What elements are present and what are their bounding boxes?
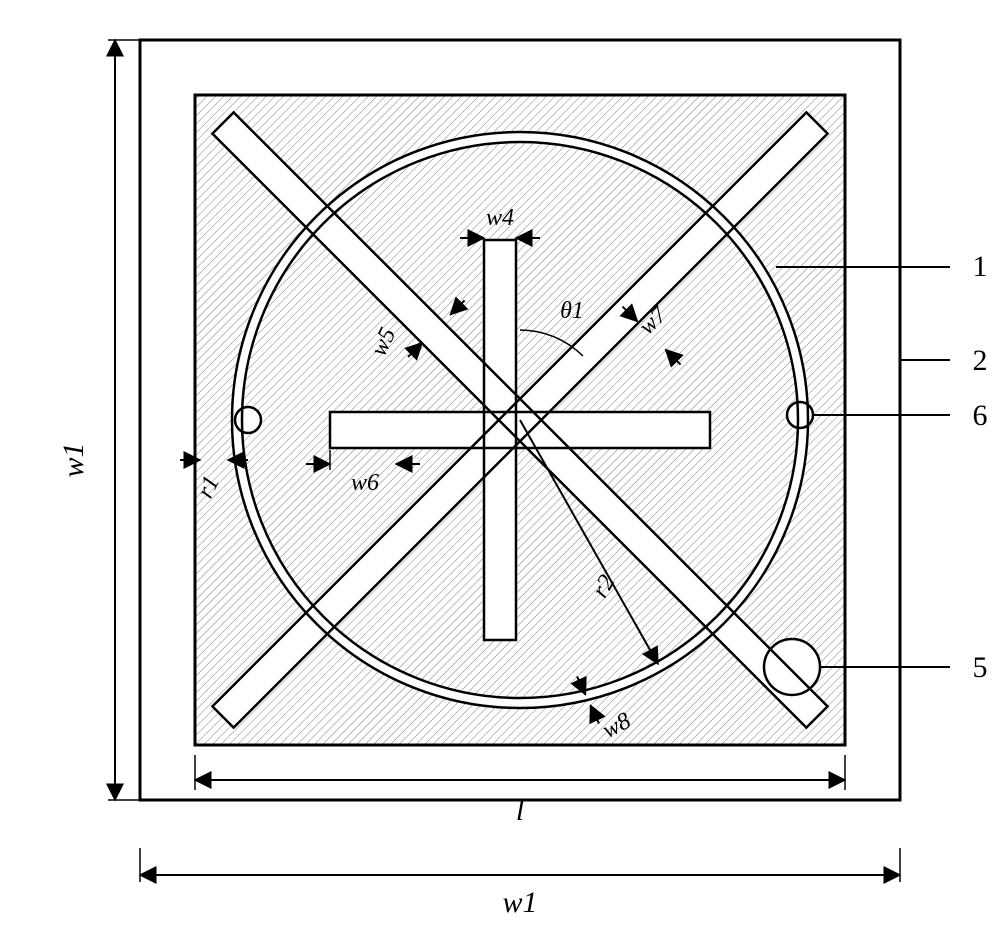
callout-2: 2 bbox=[973, 344, 988, 377]
callout-1: 1 bbox=[973, 250, 988, 283]
label-l: l bbox=[516, 794, 524, 827]
label-w1-v: w1 bbox=[57, 442, 90, 477]
callout-5: 5 bbox=[973, 651, 988, 684]
dim-w1-horizontal: w1 bbox=[140, 848, 900, 919]
label-w4: w4 bbox=[486, 205, 514, 231]
dim-w1-vertical: w1 bbox=[57, 40, 140, 800]
label-w1-h: w1 bbox=[502, 886, 537, 919]
callout-6: 6 bbox=[973, 399, 988, 432]
diagram-svg: w1 w1 l w4 w5 w6 bbox=[20, 20, 1000, 921]
label-w6: w6 bbox=[351, 470, 379, 496]
figure-stage: w1 w1 l w4 w5 w6 bbox=[20, 20, 980, 926]
label-theta1: θ1 bbox=[560, 298, 584, 324]
